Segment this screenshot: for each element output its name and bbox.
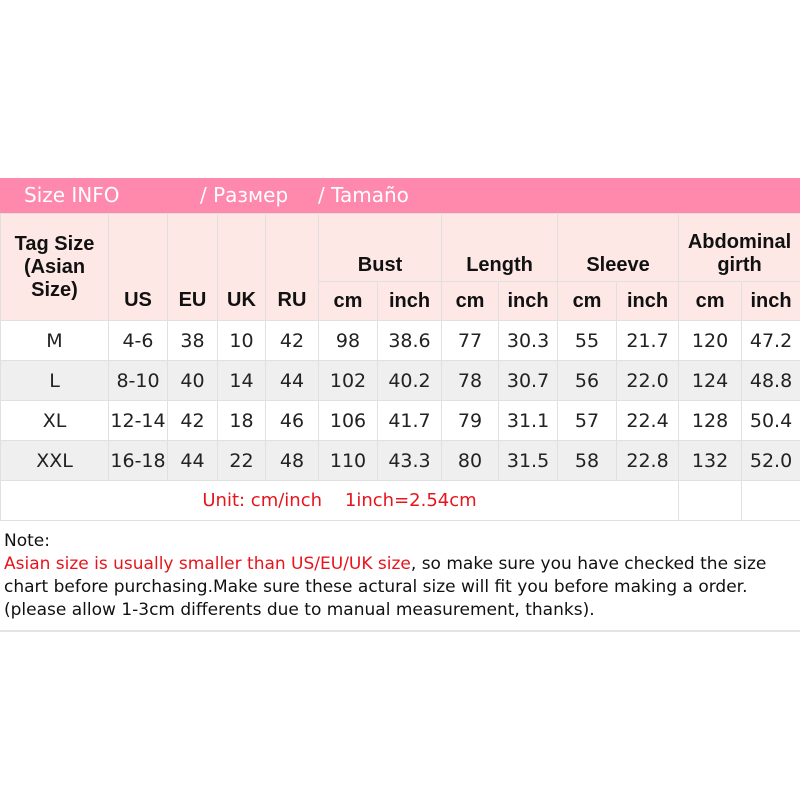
table-cell: 77 bbox=[441, 320, 500, 361]
table-cell: 41.7 bbox=[376, 400, 443, 441]
table-cell: 22 bbox=[217, 440, 266, 481]
table-cell: 22.0 bbox=[616, 360, 680, 401]
table-cell: M bbox=[0, 320, 109, 361]
table-cell: 43.3 bbox=[376, 440, 443, 481]
note-warning: Asian size is usually smaller than US/EU… bbox=[4, 554, 411, 574]
size-info-banner: Size INFO / Размер / Tamaño bbox=[0, 178, 800, 213]
table-row: XL 12-14 42 18 46 106 41.7 79 31.1 57 22.4 128 50.4 bbox=[0, 400, 800, 441]
table-cell: L bbox=[0, 360, 109, 401]
table-cell: 21.7 bbox=[616, 320, 680, 361]
table-row: XXL 16-18 44 22 48 110 43.3 80 31.5 58 22.8 132 52.0 bbox=[0, 440, 800, 481]
table-cell: 38.6 bbox=[376, 320, 443, 361]
table-cell: 46 bbox=[265, 400, 319, 441]
header-us: US bbox=[108, 213, 168, 321]
table-cell: 55 bbox=[557, 320, 618, 361]
header-length: Length bbox=[441, 213, 559, 282]
empty-cell bbox=[741, 480, 800, 521]
banner-russian: / Размер bbox=[200, 183, 289, 207]
table-cell: 44 bbox=[167, 440, 218, 481]
table-cell: 18 bbox=[217, 400, 266, 441]
header-length-inch: inch bbox=[498, 281, 559, 321]
header-tag-size: Tag Size (Asian Size) bbox=[0, 213, 109, 321]
table-cell: 22.8 bbox=[616, 440, 680, 481]
note: Note: Asian size is usually smaller than… bbox=[4, 530, 796, 622]
banner-title: Size INFO bbox=[24, 183, 120, 207]
table-cell: 56 bbox=[557, 360, 618, 401]
table-cell: 128 bbox=[678, 400, 743, 441]
divider bbox=[0, 630, 800, 632]
table-row: L 8-10 40 14 44 102 40.2 78 30.7 56 22.0 124 48.8 bbox=[0, 360, 800, 401]
table-cell: 124 bbox=[678, 360, 743, 401]
table-cell: 110 bbox=[318, 440, 378, 481]
table-cell: 48.8 bbox=[741, 360, 800, 401]
header-sleeve-cm: cm bbox=[557, 281, 618, 321]
table-cell: 78 bbox=[441, 360, 500, 401]
table-cell: 48 bbox=[265, 440, 319, 481]
table-cell: XXL bbox=[0, 440, 109, 481]
table-cell: 40 bbox=[167, 360, 218, 401]
table-cell: 40.2 bbox=[376, 360, 443, 401]
empty-cell bbox=[678, 480, 743, 521]
header-length-cm: cm bbox=[441, 281, 500, 321]
banner-spanish: / Tamaño bbox=[318, 183, 409, 207]
header-eu: EU bbox=[167, 213, 218, 321]
table-cell: 120 bbox=[678, 320, 743, 361]
table-cell: 79 bbox=[441, 400, 500, 441]
header-bust-inch: inch bbox=[376, 281, 443, 321]
table-cell: 4-6 bbox=[108, 320, 168, 361]
header-bust-cm: cm bbox=[318, 281, 378, 321]
table-cell: 22.4 bbox=[616, 400, 680, 441]
table-cell: 16-18 bbox=[108, 440, 168, 481]
size-table: Tag Size (Asian Size) US EU UK RU Bust L… bbox=[0, 213, 800, 521]
table-cell: 30.3 bbox=[498, 320, 559, 361]
table-cell: 30.7 bbox=[498, 360, 559, 401]
header-abdominal-girth: Abdominal girth bbox=[678, 213, 800, 282]
table-cell: 102 bbox=[318, 360, 378, 401]
table-cell: 10 bbox=[217, 320, 266, 361]
header-ru: RU bbox=[265, 213, 319, 321]
table-cell: 47.2 bbox=[741, 320, 800, 361]
table-cell: 14 bbox=[217, 360, 266, 401]
table-cell: 42 bbox=[167, 400, 218, 441]
table-cell: 42 bbox=[265, 320, 319, 361]
table-cell: 58 bbox=[557, 440, 618, 481]
unit-note: Unit: cm/inch 1inch=2.54cm bbox=[0, 480, 680, 521]
table-cell: 31.5 bbox=[498, 440, 559, 481]
header-abdominal-cm: cm bbox=[678, 281, 743, 321]
table-cell: 98 bbox=[318, 320, 378, 361]
table-cell: XL bbox=[0, 400, 109, 441]
header-uk: UK bbox=[217, 213, 266, 321]
table-cell: 44 bbox=[265, 360, 319, 401]
header-sleeve: Sleeve bbox=[557, 213, 680, 282]
note-label: Note: bbox=[4, 531, 50, 551]
note-text: , so make sure you have checked the size… bbox=[4, 554, 767, 620]
table-cell: 12-14 bbox=[108, 400, 168, 441]
table-cell: 31.1 bbox=[498, 400, 559, 441]
table-cell: 50.4 bbox=[741, 400, 800, 441]
table-cell: 106 bbox=[318, 400, 378, 441]
table-row: M 4-6 38 10 42 98 38.6 77 30.3 55 21.7 120 47.2 bbox=[0, 320, 800, 361]
table-cell: 8-10 bbox=[108, 360, 168, 401]
table-cell: 57 bbox=[557, 400, 618, 441]
table-cell: 132 bbox=[678, 440, 743, 481]
table-cell: 38 bbox=[167, 320, 218, 361]
header-bust: Bust bbox=[317, 213, 443, 282]
header-sleeve-inch: inch bbox=[616, 281, 680, 321]
table-cell: 80 bbox=[441, 440, 500, 481]
table-cell: 52.0 bbox=[741, 440, 800, 481]
header-abdominal-inch: inch bbox=[741, 281, 800, 321]
